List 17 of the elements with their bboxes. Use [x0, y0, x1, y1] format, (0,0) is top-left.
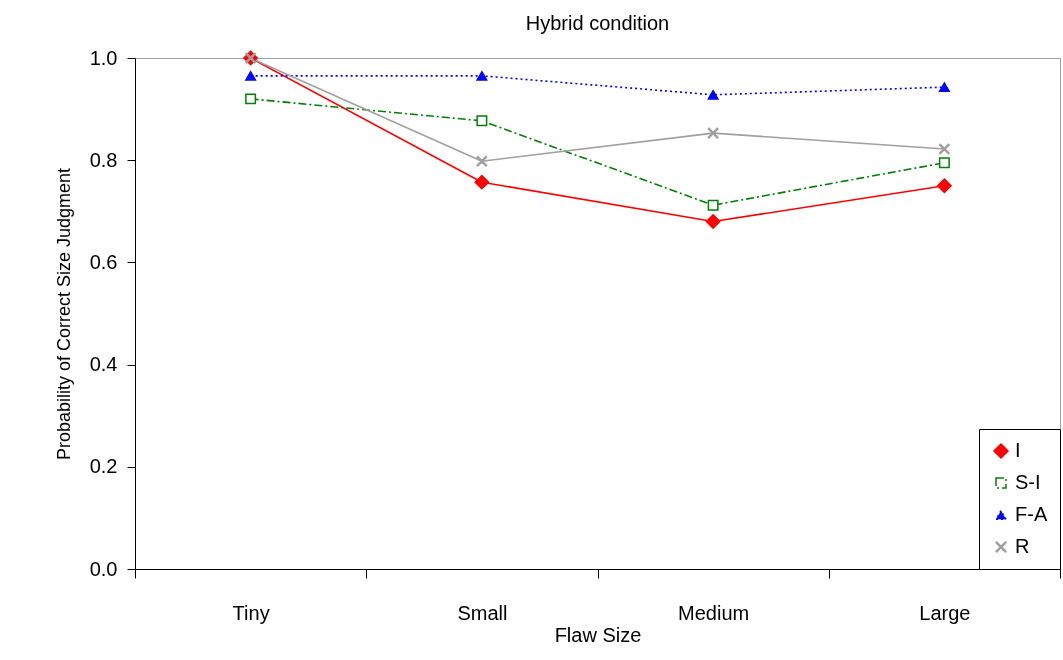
y-tick-label: 1.0 — [89, 46, 118, 69]
x-axis-title: Flaw Size — [554, 623, 642, 646]
legend-label: R — [1015, 535, 1030, 557]
legend-label: I — [1015, 439, 1021, 461]
legend-label: S-I — [1015, 471, 1041, 493]
y-tick-label: 0.0 — [89, 557, 118, 580]
y-tick-label: 0.6 — [89, 250, 118, 273]
y-tick-label: 0.8 — [89, 148, 118, 171]
y-tick-label: 0.2 — [89, 455, 118, 478]
x-tick-label: Small — [457, 601, 508, 624]
x-tick-label: Tiny — [232, 601, 270, 624]
legend-label: F-A — [1015, 503, 1048, 525]
x-tick-label: Large — [919, 601, 971, 624]
y-axis-title: Probability of Correct Size Judgment — [53, 167, 74, 461]
chart-title: Hybrid condition — [525, 12, 670, 34]
y-tick-label: 0.4 — [89, 353, 118, 376]
x-tick-label: Medium — [678, 601, 750, 624]
